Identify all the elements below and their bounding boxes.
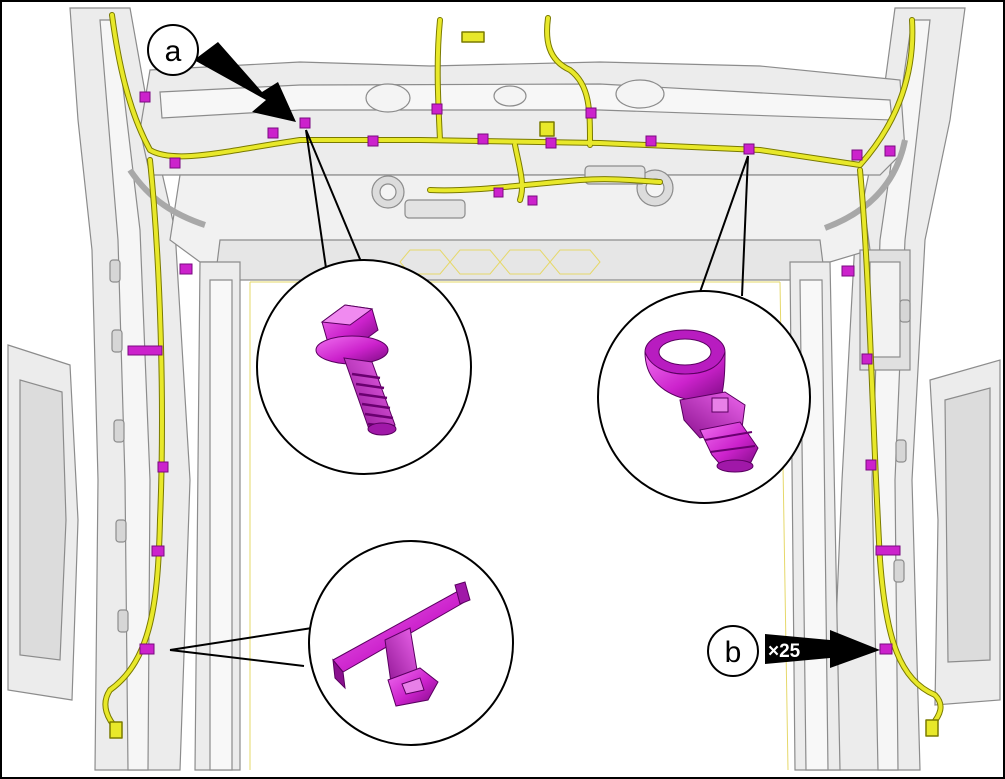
flange-bolt-icon bbox=[315, 304, 397, 436]
clip-marker bbox=[493, 187, 504, 198]
callout-a-label: a bbox=[165, 35, 182, 68]
clip-marker bbox=[865, 459, 877, 471]
header-boss-1 bbox=[365, 83, 411, 113]
clip-marker bbox=[527, 195, 538, 206]
clip-marker bbox=[151, 545, 165, 557]
left-pillar-inner bbox=[99, 19, 151, 771]
clip-marker bbox=[127, 345, 163, 356]
harness-connector-right-end bbox=[925, 719, 939, 737]
left-guide-rail-inner bbox=[209, 279, 233, 771]
harness-connector-left-end bbox=[109, 721, 123, 739]
clip-marker bbox=[879, 643, 893, 655]
clip-marker bbox=[179, 263, 193, 275]
harness-strap-clip-icon bbox=[644, 329, 759, 473]
arrow-a-icon bbox=[194, 42, 296, 122]
right-pillar-slot-3 bbox=[893, 559, 905, 583]
left-drain-tube bbox=[127, 168, 206, 228]
front-header-rail bbox=[139, 61, 906, 176]
harness-connector-1 bbox=[539, 121, 555, 137]
left-pillar-slot-5 bbox=[117, 609, 129, 633]
right-pillar-slot-1 bbox=[899, 299, 911, 323]
callout-b: ×25 b bbox=[707, 625, 880, 677]
harness-motor-link bbox=[428, 177, 662, 193]
clip-marker bbox=[645, 135, 657, 147]
left-door-frame-inner bbox=[19, 379, 67, 661]
callout-a-circle bbox=[147, 24, 199, 76]
clip-marker bbox=[367, 135, 379, 147]
right-bracket-inner bbox=[869, 261, 901, 358]
harness-main-trunk bbox=[110, 13, 915, 167]
right-pillar-slot-2 bbox=[895, 439, 907, 463]
clip-marker bbox=[884, 145, 896, 157]
clip-marker bbox=[169, 157, 181, 169]
clip-marker bbox=[477, 133, 489, 145]
clip-marker bbox=[875, 545, 901, 556]
wiring-harness bbox=[102, 12, 944, 739]
harness-left-branch bbox=[103, 158, 164, 732]
reinforcement-pattern bbox=[399, 249, 601, 275]
callout-b-label: b bbox=[725, 636, 742, 669]
left-pillar-slot-4 bbox=[115, 519, 127, 543]
clip-marker bbox=[431, 103, 443, 115]
clip-marker bbox=[841, 265, 855, 277]
clip-marker bbox=[743, 143, 755, 155]
clip-marker bbox=[157, 461, 169, 473]
left-pillar-slot-2 bbox=[111, 329, 123, 353]
callout-b-quantity: ×25 bbox=[768, 641, 801, 662]
left-pillar-slot-3 bbox=[113, 419, 125, 443]
clip-marker bbox=[585, 107, 597, 119]
harness-motor-drop bbox=[513, 143, 525, 202]
clip-marker bbox=[851, 149, 863, 161]
harness-center-feed-1 bbox=[435, 18, 442, 142]
callout-a: a bbox=[147, 24, 296, 122]
clip-marker bbox=[267, 127, 279, 139]
bolt-leader-lines bbox=[305, 129, 363, 269]
harness-connector-top bbox=[461, 31, 485, 43]
callout-b-circle bbox=[707, 625, 759, 677]
clip-marker bbox=[861, 353, 873, 365]
harness-right-branch bbox=[858, 168, 943, 727]
clip-marker bbox=[139, 643, 155, 655]
strap-clip-leader-lines bbox=[699, 155, 749, 297]
right-drain-tube bbox=[823, 139, 908, 231]
harness-clips bbox=[127, 91, 901, 655]
left-pillar-slot-1 bbox=[109, 259, 121, 283]
right-door-frame-inner bbox=[944, 387, 991, 663]
sunroof-motor-left bbox=[371, 175, 466, 219]
arrow-b-icon bbox=[765, 630, 880, 668]
clip-marker bbox=[545, 137, 557, 149]
t-retainer-clip-icon bbox=[332, 581, 471, 707]
header-boss-2 bbox=[615, 79, 665, 109]
clip-marker bbox=[299, 117, 311, 129]
retainer-clip-leader-lines bbox=[169, 627, 313, 667]
clip-marker bbox=[139, 91, 151, 103]
header-boss-3 bbox=[493, 85, 527, 107]
